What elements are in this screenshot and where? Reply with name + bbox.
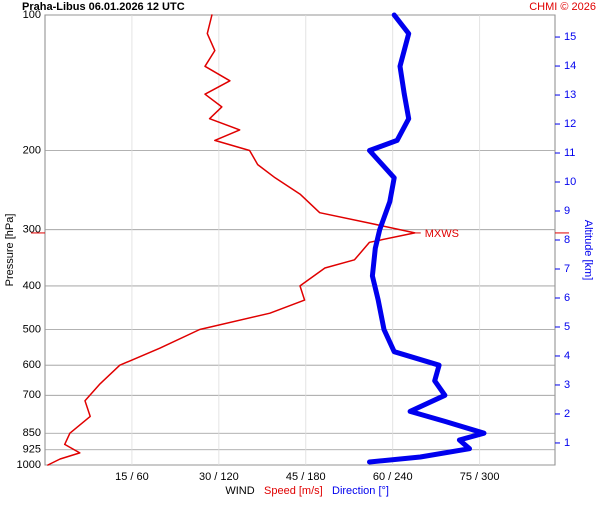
y2-tick-label: 15 [564, 31, 576, 43]
x-tick-label: 15 / 60 [115, 471, 149, 483]
x-tick-label: 45 / 180 [286, 471, 326, 483]
y2-tick-label: 5 [564, 321, 570, 333]
y2-tick-label: 2 [564, 408, 570, 420]
y2-tick-label: 4 [564, 350, 570, 362]
y-tick-label: 700 [23, 389, 41, 401]
y2-tick-label: 7 [564, 263, 570, 275]
y2-tick-label: 9 [564, 205, 570, 217]
y2-tick-label: 13 [564, 89, 576, 101]
y-tick-label: 500 [23, 323, 41, 335]
legend-entry: Direction [°] [332, 485, 389, 497]
y-tick-label: 925 [23, 444, 41, 456]
y2-tick-label: 3 [564, 379, 570, 391]
series-line [47, 14, 416, 466]
y2-tick-label: 12 [564, 118, 576, 130]
series-line [367, 12, 487, 465]
y2-tick-label: 10 [564, 176, 576, 188]
legend-entry: Speed [m/s] [264, 485, 323, 497]
y2-tick-label: 8 [564, 234, 570, 246]
y2-tick-label: 14 [564, 60, 576, 72]
x-tick-label: 75 / 300 [460, 471, 500, 483]
x-axis-label: WIND [225, 485, 254, 497]
y2-tick-label: 11 [564, 147, 575, 159]
credit: CHMI © 2026 [529, 1, 596, 13]
chart-title: Praha-Libus 06.01.2026 12 UTC [22, 1, 185, 13]
y2-tick-label: 6 [564, 292, 570, 304]
y-axis-label: Pressure [hPa] [4, 214, 16, 287]
y-tick-label: 600 [23, 359, 41, 371]
y-tick-label: 100 [23, 9, 41, 21]
mxws-label: MXWS [425, 228, 459, 240]
x-tick-label: 30 / 120 [199, 471, 239, 483]
y-tick-label: 850 [23, 427, 41, 439]
y-tick-label: 300 [23, 224, 41, 236]
y-tick-label: 1000 [17, 459, 41, 471]
y-tick-label: 400 [23, 280, 41, 292]
plot-frame [44, 14, 556, 466]
y2-tick-label: 1 [564, 437, 570, 449]
x-tick-label: 60 / 240 [373, 471, 413, 483]
y2-axis-label: Altitude [km] [582, 220, 594, 281]
y-tick-label: 200 [23, 144, 41, 156]
